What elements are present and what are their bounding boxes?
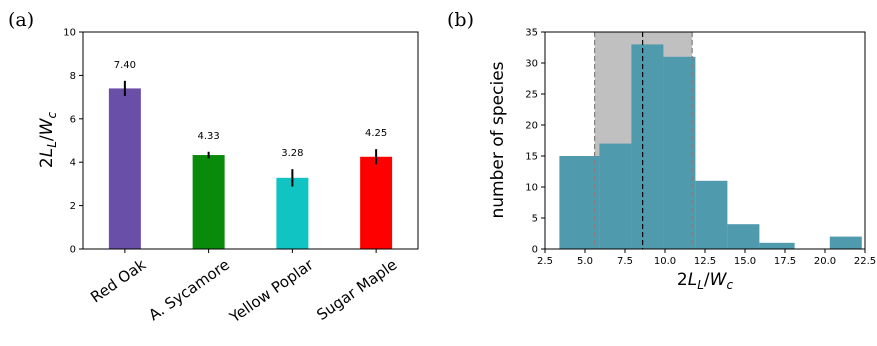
panel-a-bars bbox=[108, 88, 393, 249]
panel-b-x-tick-label: 5.0 bbox=[577, 256, 593, 267]
panel-b-x-tick-label: 10.0 bbox=[654, 256, 676, 267]
panel-b-y-tick-label: 20 bbox=[525, 121, 538, 132]
panel-b-y-tick-label: 0 bbox=[532, 245, 538, 256]
panel-b-y-tick-label: 10 bbox=[525, 183, 538, 194]
panel-b: (b) 0 5 10 15 20 25 30 35 2.5 5.0 7.5 10.0 12.5 15.0… bbox=[447, 9, 876, 292]
panel-a-x-tick-label: Sugar Maple bbox=[313, 256, 400, 325]
panel-b-bin bbox=[695, 180, 728, 249]
panel-a-y-tick-label: 4 bbox=[70, 158, 76, 169]
panel-b-y-tick-label: 25 bbox=[525, 90, 538, 101]
panel-b-x-tick-label: 2.5 bbox=[537, 256, 553, 267]
panel-a-y-axis-ticks: 0 2 4 6 8 10 bbox=[63, 28, 83, 256]
panel-a-y-tick-label: 8 bbox=[70, 71, 76, 82]
panel-b-axes-frame bbox=[544, 31, 866, 250]
panel-b-y-tick-label: 15 bbox=[525, 152, 538, 163]
panel-b-bin bbox=[631, 44, 664, 250]
panel-b-label: (b) bbox=[447, 9, 474, 31]
panel-b-x-tick-label: 22.5 bbox=[854, 256, 876, 267]
panel-b-x-axis-label: 2LL/Wc bbox=[677, 270, 734, 292]
panel-a-value-label: 3.28 bbox=[281, 148, 303, 159]
panel-a-bar bbox=[108, 88, 141, 249]
panel-a-y-tick-label: 2 bbox=[70, 201, 76, 212]
panel-a-value-label: 7.40 bbox=[114, 60, 136, 71]
panel-b-x-tick-label: 15.0 bbox=[734, 256, 756, 267]
panel-b-bin bbox=[663, 56, 696, 249]
panel-b-y-axis-label: number of species bbox=[488, 61, 508, 218]
panel-b-bin bbox=[559, 156, 600, 249]
panel-a-x-tick-label: Red Oak bbox=[87, 255, 149, 306]
panel-a-label: (a) bbox=[8, 9, 34, 31]
panel-a-y-tick-label: 10 bbox=[63, 28, 76, 39]
panel-b-dashed-lines bbox=[593, 32, 693, 249]
panel-a-bar bbox=[276, 177, 309, 249]
panel-b-x-tick-label: 7.5 bbox=[617, 256, 633, 267]
panel-a-axes-frame bbox=[82, 31, 419, 250]
panel-b-bin bbox=[727, 224, 760, 249]
panel-b-bin bbox=[829, 236, 862, 249]
panel-a-bar bbox=[192, 155, 225, 249]
panel-b-bin bbox=[759, 242, 795, 249]
panel-b-x-tick-label: 20.0 bbox=[814, 256, 836, 267]
panel-b-histogram-bars bbox=[559, 44, 862, 250]
panel-a-error-bars bbox=[123, 80, 378, 187]
panel-a-value-label: 4.25 bbox=[365, 128, 387, 139]
panel-a-value-labels: 7.40 4.33 3.28 4.25 bbox=[114, 60, 388, 159]
panel-a-x-tick-label: A. Sycamore bbox=[145, 256, 233, 325]
panel-b-bin bbox=[599, 143, 632, 249]
panel-b-y-tick-label: 30 bbox=[525, 59, 538, 70]
panel-a-y-tick-label: 0 bbox=[70, 245, 76, 256]
panel-a-x-tick-label: Yellow Poplar bbox=[226, 255, 318, 327]
panel-b-x-tick-label: 17.5 bbox=[774, 256, 796, 267]
panel-b-y-tick-label: 5 bbox=[532, 214, 538, 225]
panel-a-y-tick-label: 6 bbox=[70, 114, 76, 125]
panel-b-x-axis-ticks: 2.5 5.0 7.5 10.0 12.5 15.0 17.5 20.0 22.5 bbox=[537, 249, 876, 267]
panel-b-x-tick-label: 12.5 bbox=[694, 256, 716, 267]
panel-b-y-axis-ticks: 0 5 10 15 20 25 30 35 bbox=[525, 28, 545, 256]
panel-b-y-tick-label: 35 bbox=[525, 28, 538, 39]
panel-a-bar bbox=[360, 156, 393, 249]
panel-a-y-axis-label: 2LL/Wc bbox=[37, 112, 59, 169]
panel-a-value-label: 4.33 bbox=[197, 131, 219, 142]
